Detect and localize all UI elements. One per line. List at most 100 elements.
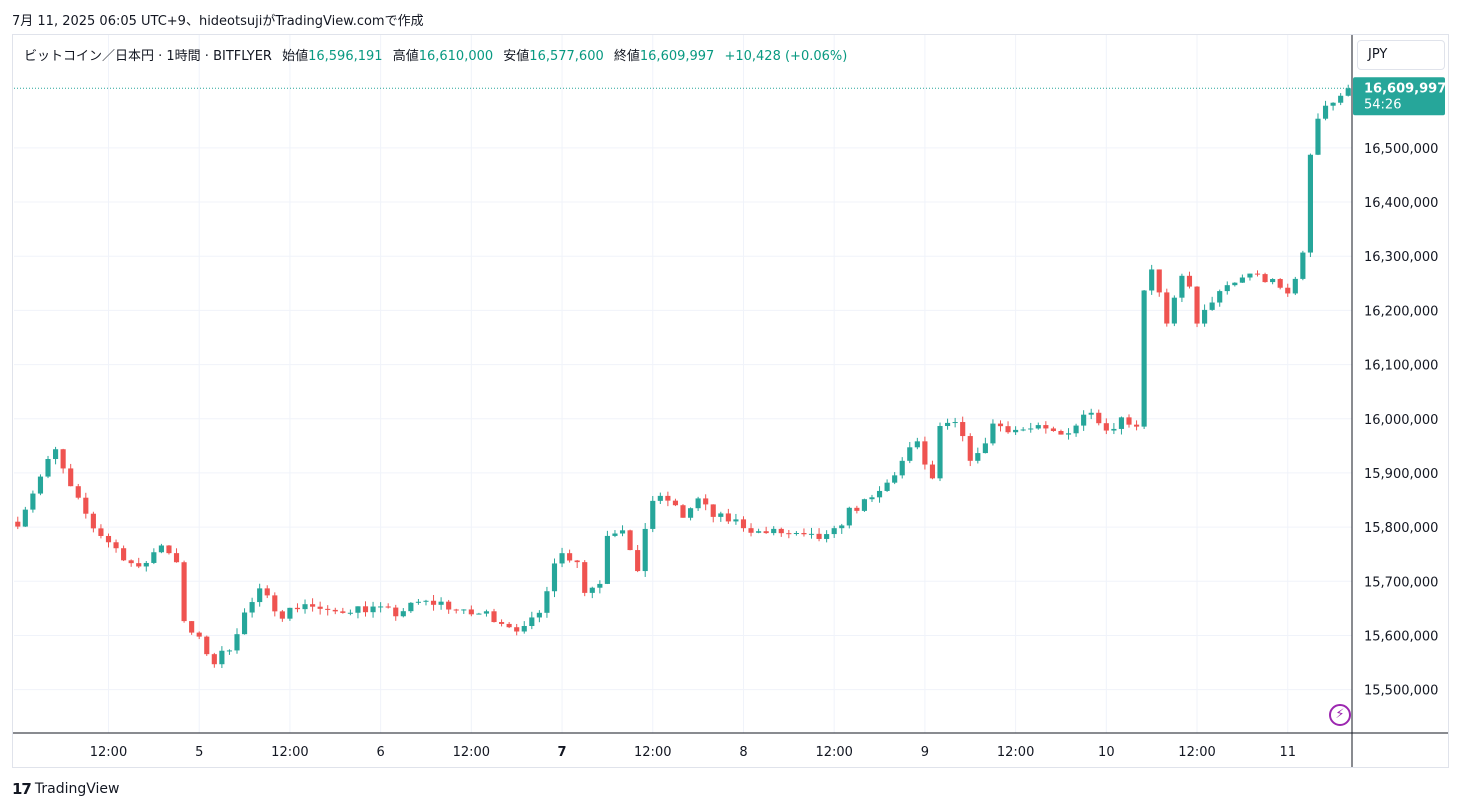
candle-body <box>1217 291 1223 303</box>
time-tick-label: 12:00 <box>815 745 852 760</box>
candle-body <box>665 495 671 501</box>
candle-body <box>1111 428 1117 431</box>
time-tick-label: 6 <box>376 745 384 760</box>
candle-body <box>1118 417 1125 429</box>
candle-body <box>967 436 973 461</box>
candle-body <box>582 562 588 593</box>
candle-body <box>1179 275 1185 298</box>
candle-body <box>1081 414 1087 426</box>
price-tick-label: 16,300,000 <box>1364 250 1438 265</box>
candle-body <box>461 609 467 611</box>
candle-body <box>136 563 142 567</box>
candle-body <box>619 530 626 534</box>
candle-body <box>325 608 331 610</box>
lightning-icon[interactable]: ⚡ <box>1329 704 1351 726</box>
candle-body <box>710 504 716 517</box>
tradingview-logo[interactable]: 17 TradingView <box>12 780 119 798</box>
candle-body <box>771 528 777 534</box>
candle-body <box>1232 282 1238 286</box>
candle-body <box>574 560 580 563</box>
candle-body <box>257 588 263 603</box>
candle-body <box>317 606 323 609</box>
candle-body <box>1224 285 1230 292</box>
candle-body <box>15 521 21 527</box>
candle-body <box>854 507 860 511</box>
time-tick-label: 12:00 <box>271 745 308 760</box>
candle-body <box>1285 287 1291 294</box>
candle-body <box>264 588 270 596</box>
candle-body <box>22 509 28 527</box>
candle-body <box>491 611 497 623</box>
candle-body <box>1270 279 1276 283</box>
candle-body <box>196 632 202 637</box>
candle-body <box>68 468 74 487</box>
bar-countdown: 54:26 <box>1364 97 1401 112</box>
candle-body <box>695 498 701 509</box>
candle-body <box>287 607 293 619</box>
candle-body <box>340 611 346 613</box>
candle-body <box>483 611 490 614</box>
candle-body <box>687 508 694 518</box>
candle-body <box>226 650 233 652</box>
candle-body <box>748 528 754 533</box>
candle-body <box>446 601 452 610</box>
candle-body <box>975 453 981 461</box>
symbol-info[interactable]: ビットコイン／日本円 · 1時間 · BITFLYER <box>24 49 272 64</box>
candle-body <box>1005 426 1011 433</box>
candle-body <box>302 604 308 610</box>
price-tick-label: 16,000,000 <box>1364 413 1438 428</box>
candle-body <box>294 607 301 610</box>
chart-caption: 7月 11, 2025 06:05 UTC+9、hideotsujiがTradi… <box>12 14 424 29</box>
ohlc-legend: ビットコイン／日本円 · 1時間 · BITFLYER 始値16,596,191… <box>24 45 847 64</box>
candle-body <box>362 606 369 613</box>
candle-body <box>635 550 641 572</box>
price-tick-label: 15,900,000 <box>1364 467 1438 482</box>
candle-body <box>121 548 127 561</box>
candle-body <box>128 560 134 564</box>
price-tick-label: 15,500,000 <box>1364 684 1438 699</box>
tradingview-logo-text: TradingView <box>34 781 120 797</box>
candle-body <box>1194 286 1200 324</box>
time-tick-label: 7 <box>558 745 567 760</box>
candle-body <box>1133 424 1140 427</box>
candle-body <box>204 636 210 655</box>
time-tick-label: 12:00 <box>453 745 490 760</box>
time-tick-label: 12:00 <box>90 745 127 760</box>
candle-body <box>740 519 747 529</box>
candle-body <box>158 545 164 553</box>
candle-body <box>907 447 913 461</box>
candle-body <box>1013 429 1019 433</box>
candle-body <box>1096 412 1102 424</box>
candle-body <box>37 476 44 494</box>
candle-body <box>884 482 890 491</box>
candle-body <box>1073 425 1079 434</box>
candle-body <box>189 621 195 633</box>
candle-body <box>181 562 187 622</box>
close-label: 終値 <box>613 49 640 64</box>
candle-body <box>1292 278 1298 294</box>
candle-body <box>45 459 51 477</box>
currency-button[interactable]: JPY <box>1357 40 1445 70</box>
low-value: 16,577,600 <box>529 49 604 64</box>
candle-body <box>408 602 414 612</box>
time-tick-label: 12:00 <box>997 745 1034 760</box>
candle-body <box>960 422 966 437</box>
candle-body <box>234 634 240 651</box>
candle-body <box>703 498 709 505</box>
candle-body <box>272 595 278 612</box>
candle-body <box>657 495 663 501</box>
time-tick-label: 5 <box>195 745 203 760</box>
time-tick-label: 11 <box>1279 745 1296 760</box>
candle-body <box>1164 292 1170 324</box>
candle-body <box>627 530 633 551</box>
candle-body <box>544 591 550 613</box>
candle-body <box>824 534 830 539</box>
candle-body <box>945 422 951 427</box>
open-label: 始値 <box>282 49 309 64</box>
candle-body <box>536 612 542 618</box>
candle-body <box>1171 297 1177 324</box>
candle-body <box>98 528 104 536</box>
price-tick-label: 15,600,000 <box>1364 629 1438 644</box>
candle-body <box>30 493 36 510</box>
